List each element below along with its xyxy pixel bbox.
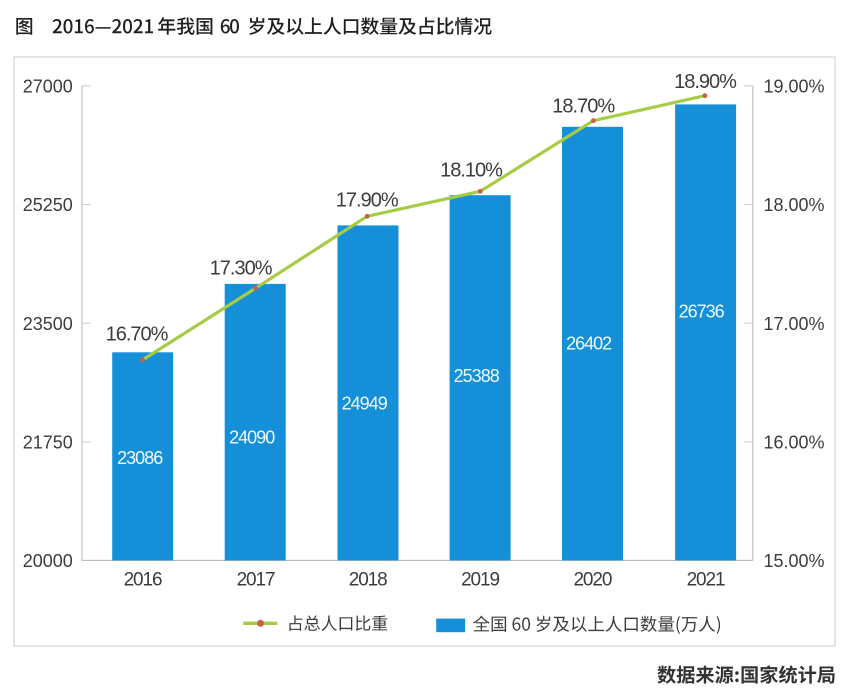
svg-text:15.00%: 15.00% [764, 551, 825, 571]
svg-text:24949: 24949 [342, 394, 388, 414]
svg-text:18.90%: 18.90% [674, 71, 737, 93]
svg-text:17.00%: 17.00% [764, 314, 825, 334]
svg-text:18.70%: 18.70% [552, 96, 615, 118]
svg-text:25250: 25250 [23, 195, 73, 215]
svg-text:26736: 26736 [679, 301, 725, 321]
svg-text:25388: 25388 [454, 366, 500, 386]
svg-text:20000: 20000 [23, 551, 73, 571]
svg-text:24090: 24090 [229, 428, 275, 448]
svg-text:26402: 26402 [566, 334, 612, 354]
svg-text:27000: 27000 [23, 76, 73, 96]
svg-text:17.90%: 17.90% [336, 190, 399, 212]
svg-text:2018: 2018 [349, 569, 387, 590]
svg-text:16.70%: 16.70% [106, 324, 169, 346]
svg-text:16.00%: 16.00% [764, 433, 825, 453]
svg-text:2021: 2021 [687, 569, 725, 590]
svg-text:18.10%: 18.10% [440, 159, 503, 181]
svg-text:2019: 2019 [461, 569, 499, 590]
svg-text:2020: 2020 [573, 569, 611, 590]
svg-text:23086: 23086 [117, 448, 163, 468]
svg-text:19.00%: 19.00% [764, 76, 825, 96]
svg-text:23500: 23500 [23, 314, 73, 334]
svg-text:18.00%: 18.00% [764, 195, 825, 215]
svg-text:17.30%: 17.30% [210, 257, 273, 279]
svg-text:2016: 2016 [124, 569, 162, 590]
svg-text:2017: 2017 [237, 569, 275, 590]
svg-text:21750: 21750 [23, 433, 73, 453]
